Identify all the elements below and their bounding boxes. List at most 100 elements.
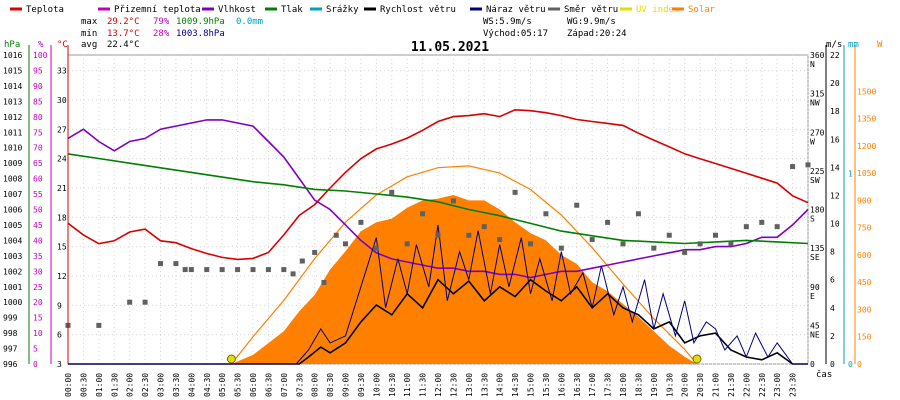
stat-avg-label: avg [81, 40, 97, 50]
wind-direction-point [790, 164, 796, 170]
x-tick: 05:30 [234, 373, 243, 397]
wind-direction-point [290, 271, 296, 277]
wind-axis-label: m/s [826, 40, 842, 50]
temperature-tick: 21 [57, 184, 67, 193]
x-tick: 21:30 [727, 373, 736, 397]
pressure-tick: 1000 [3, 298, 22, 307]
wind-direction-point [127, 299, 133, 305]
x-tick: 01:00 [95, 373, 104, 397]
direction-tick: SW [810, 176, 820, 185]
x-tick: 15:30 [542, 373, 551, 397]
wind-direction-point [173, 261, 179, 267]
stat-sunrise: Východ:05:17 [483, 29, 548, 39]
x-tick: 09:00 [342, 373, 351, 397]
direction-tick: N [810, 60, 815, 69]
wind-direction-point [358, 219, 364, 225]
temperature-tick: 30 [57, 96, 67, 105]
direction-tick: 180 [810, 206, 825, 215]
stat-min-label: min [81, 29, 97, 39]
solar-tick: 1050 [857, 169, 876, 178]
wind-direction-point [373, 245, 379, 251]
humidity-tick: 20 [33, 298, 43, 307]
wind-direction-point [466, 232, 472, 238]
x-tick: 23:00 [773, 373, 782, 397]
x-tick: 02:00 [126, 373, 135, 397]
pressure-tick: 998 [3, 329, 18, 338]
x-tick: 07:30 [295, 373, 304, 397]
stat-max-label: max [81, 17, 98, 27]
wind-direction-point [713, 232, 718, 238]
temperature-tick: 3 [57, 360, 62, 369]
pressure-tick: 996 [3, 360, 18, 369]
x-tick: 22:00 [742, 373, 751, 397]
humidity-tick: 100 [33, 51, 48, 60]
wind-tick: 2 [830, 332, 835, 341]
stat-rain: 0.0mm [236, 17, 263, 27]
humidity-tick: 10 [33, 329, 43, 338]
temperature-tick: 33 [57, 67, 67, 76]
pressure-tick: 1012 [3, 113, 22, 122]
wind-tick: 20 [830, 79, 840, 88]
pressure-tick: 1002 [3, 267, 22, 276]
humidity-tick: 45 [33, 221, 43, 230]
x-tick: 01:30 [110, 373, 119, 397]
stat-max-hum: 79% [153, 17, 170, 27]
x-axis: 00:00 00:30 01:00 01:30 02:00 02:30 03:00 03:30… [64, 369, 832, 397]
wind-tick: 0 [830, 360, 835, 369]
series-teplota [67, 108, 809, 261]
x-tick: 05:00 [218, 373, 227, 397]
pressure-tick: 1007 [3, 190, 22, 199]
x-tick: 16:30 [573, 373, 582, 397]
x-tick: 02:30 [141, 373, 150, 397]
legend-label: Směr větru [564, 5, 618, 15]
left-axes: hPa% °C9969979989991000100110021003100410… [3, 40, 69, 369]
humidity-tick: 80 [33, 113, 43, 122]
solar-tick: 1350 [857, 115, 876, 124]
humidity-tick: 85 [33, 97, 43, 106]
legend-label: Teplota [26, 5, 64, 15]
legend-label: Náraz větru [486, 5, 546, 15]
rain-axis-label: mm [848, 40, 859, 50]
wind-direction-point [805, 162, 811, 168]
wind-direction-point [543, 211, 549, 217]
x-tick: 18:30 [634, 373, 643, 397]
series-solar-max [230, 165, 698, 365]
solar-tick: 0 [857, 360, 862, 369]
pressure-tick: 1005 [3, 221, 22, 230]
x-tick: 08:30 [326, 373, 335, 397]
wind-tick: 14 [830, 163, 840, 172]
solar-tick: 900 [857, 196, 872, 205]
wind-direction-point [635, 211, 641, 217]
direction-tick: 270 [810, 128, 825, 137]
solar-tick: 750 [857, 224, 872, 233]
temperature-tick: 9 [57, 301, 62, 310]
series-layer [65, 108, 811, 365]
wind-direction-point [299, 258, 305, 264]
humidity-tick: 25 [33, 283, 43, 292]
x-tick: 17:00 [588, 373, 597, 397]
stat-min-press: 1003.8hPa [176, 29, 225, 39]
x-tick: 17:30 [604, 373, 613, 397]
solar-tick: 450 [857, 278, 872, 287]
wind-direction-point [605, 219, 611, 225]
wind-tick: 6 [830, 276, 835, 285]
solar-tick: 1500 [857, 87, 876, 96]
wind-tick: 18 [830, 107, 840, 116]
wind-direction-point [312, 249, 318, 255]
temperature-tick: 24 [57, 155, 67, 164]
x-tick: 19:30 [665, 373, 674, 397]
humidity-tick: 60 [33, 175, 43, 184]
x-tick: 03:00 [157, 373, 166, 397]
wind-direction-point [481, 224, 487, 230]
wind-direction-point [743, 224, 749, 230]
wind-direction-point [158, 261, 163, 267]
direction-tick: 315 [810, 90, 825, 99]
right-axes: m/s mm W045NE90E135SE180S225SW270W315NW360… [810, 40, 883, 369]
x-axis-unit-label: čas [816, 369, 832, 380]
humidity-tick: 65 [33, 159, 43, 168]
wind-tick: 12 [830, 191, 840, 200]
wind-direction-point [250, 267, 256, 273]
direction-tick: 225 [810, 167, 825, 176]
wind-tick: 16 [830, 135, 840, 144]
